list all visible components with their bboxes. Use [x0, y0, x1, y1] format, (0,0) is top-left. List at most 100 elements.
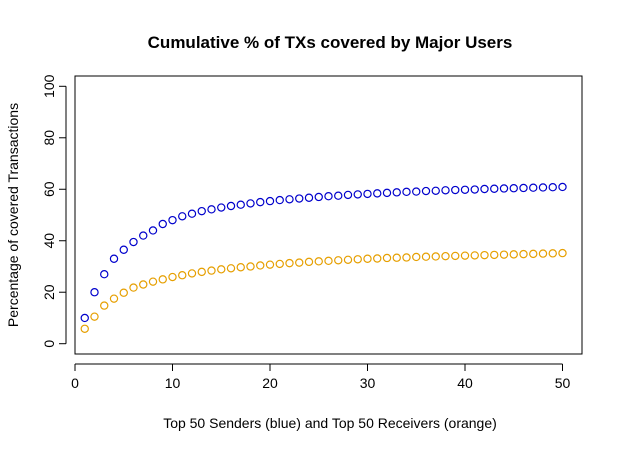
data-point [392, 253, 401, 262]
data-point [90, 312, 99, 321]
data-point [402, 187, 411, 197]
data-point [217, 265, 226, 274]
data-point [363, 189, 372, 199]
data-point [236, 200, 245, 209]
data-point [558, 248, 567, 258]
data-point [197, 267, 206, 277]
data-point [509, 250, 518, 259]
data-point [139, 280, 148, 289]
data-point [480, 250, 489, 260]
data-point [148, 226, 158, 235]
data-point [207, 205, 216, 214]
data-point [402, 253, 411, 262]
x-axis: 0 10 20 30 40 50 [71, 363, 571, 391]
data-point [256, 261, 265, 270]
data-point [343, 255, 353, 264]
data-point [343, 190, 353, 200]
series-1 [80, 248, 567, 333]
x-tick-label: 50 [555, 375, 571, 391]
data-point [178, 212, 187, 221]
data-point [236, 263, 245, 272]
data-point [314, 257, 323, 266]
data-point [187, 209, 197, 218]
data-point [363, 254, 372, 263]
data-point [421, 186, 431, 196]
data-point [226, 264, 236, 273]
y-tick-label: 0 [41, 340, 57, 348]
data-point [480, 184, 489, 194]
plot-frame [74, 75, 583, 355]
data-point [314, 192, 323, 202]
data-point [470, 251, 479, 260]
data-point [460, 185, 470, 194]
data-point [412, 187, 421, 196]
data-point [519, 183, 528, 193]
data-point [382, 253, 392, 263]
data-point [392, 188, 401, 197]
data-point [246, 262, 255, 271]
data-point [90, 288, 99, 297]
data-point [373, 254, 382, 263]
data-point [558, 182, 567, 192]
data-point [519, 249, 528, 259]
data-point [529, 249, 538, 259]
chart-title: Cumulative % of TXs covered by Major Use… [148, 33, 513, 52]
y-tick-label: 60 [41, 181, 57, 197]
x-tick-label: 0 [71, 375, 79, 391]
data-point [324, 256, 333, 266]
data-point [275, 259, 284, 269]
data-point [139, 231, 148, 240]
data-point [421, 252, 431, 261]
data-point [285, 258, 294, 268]
data-point [548, 182, 557, 192]
data-point [207, 266, 216, 275]
data-point [168, 272, 177, 282]
data-point [451, 185, 460, 195]
y-axis-label: Percentage of covered Transactions [5, 103, 21, 327]
data-point [529, 183, 538, 192]
data-point [109, 254, 119, 263]
data-point [353, 255, 362, 264]
data-point [441, 251, 450, 261]
data-point [441, 186, 450, 195]
series-0 [80, 182, 567, 323]
data-point [304, 193, 314, 202]
data-point [80, 313, 89, 323]
data-point [538, 249, 548, 258]
data-point [412, 252, 421, 262]
data-point [470, 185, 479, 194]
data-point [109, 294, 119, 303]
x-axis-label: Top 50 Senders (blue) and Top 50 Receive… [163, 415, 497, 431]
data-point [548, 249, 557, 258]
data-point [119, 245, 128, 254]
data-point [256, 197, 265, 207]
y-tick-label: 100 [41, 74, 57, 98]
data-point [304, 257, 314, 267]
y-tick-label: 40 [41, 233, 57, 249]
data-point [187, 269, 197, 278]
data-point [119, 288, 128, 297]
data-point [100, 301, 109, 310]
data-point [373, 189, 382, 198]
data-point [382, 188, 392, 198]
data-point [490, 250, 499, 260]
data-point [295, 194, 304, 203]
y-tick-label: 20 [41, 284, 57, 300]
data-point [460, 251, 470, 260]
x-tick-label: 40 [457, 375, 473, 391]
data-point [334, 256, 343, 265]
data-point [158, 275, 167, 284]
data-points [80, 182, 567, 333]
data-point [265, 196, 275, 206]
data-point [334, 191, 343, 200]
x-tick-label: 10 [165, 375, 181, 391]
data-point [178, 271, 187, 280]
data-point [285, 195, 294, 204]
data-point [431, 252, 440, 261]
data-point [197, 206, 206, 216]
data-point [275, 195, 284, 205]
y-tick-label: 80 [41, 130, 57, 146]
data-point [246, 199, 255, 208]
data-point [431, 186, 440, 196]
